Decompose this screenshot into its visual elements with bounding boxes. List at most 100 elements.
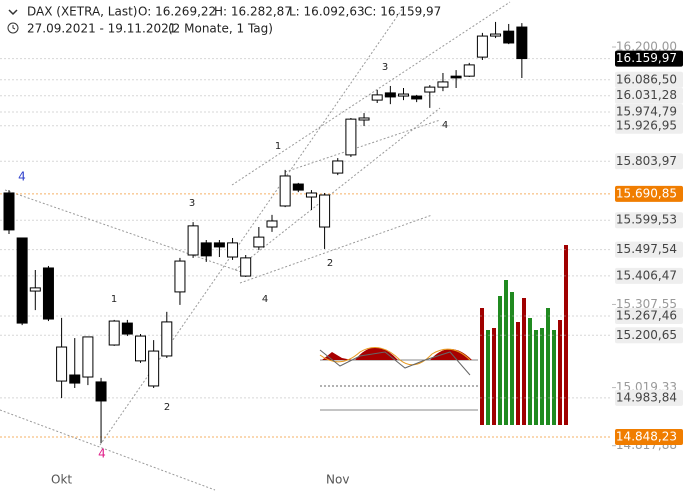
candle-body xyxy=(3,192,15,231)
candle-body xyxy=(266,220,278,228)
wave-label: 2 xyxy=(164,402,170,413)
candle-body xyxy=(398,93,409,97)
price-label: 15.406,47 xyxy=(616,268,677,282)
candle-body xyxy=(42,267,54,320)
hist-bar xyxy=(528,318,532,425)
price-label: 15.690,85 xyxy=(616,186,677,200)
histogram xyxy=(480,245,568,425)
oscillator-panel xyxy=(319,340,478,425)
candle-body xyxy=(69,374,81,384)
candle-body xyxy=(82,336,94,378)
price-box xyxy=(615,50,683,67)
wave-label: 3 xyxy=(189,198,195,209)
candle-body xyxy=(345,118,357,156)
candle-body xyxy=(213,242,225,248)
price-label: 15.267,46 xyxy=(616,309,677,323)
hist-bar xyxy=(558,320,562,425)
price-label: 15.803,97 xyxy=(616,154,677,168)
price-box xyxy=(615,327,683,344)
price-label: 14.983,84 xyxy=(616,390,677,404)
hist-bar xyxy=(492,328,496,425)
candle-body xyxy=(450,75,462,79)
price-label: 16.031,28 xyxy=(616,88,677,102)
ohlc-label: C: 16.159,97 xyxy=(364,5,441,19)
trend-line xyxy=(0,409,216,491)
price-box xyxy=(615,389,683,406)
price-label: 16.086,50 xyxy=(616,72,677,86)
y-tick-label: 16.200,00 xyxy=(616,40,677,54)
candle-body xyxy=(319,194,331,228)
wave-label: 1 xyxy=(275,141,281,152)
candle-body xyxy=(161,321,173,357)
x-tick-label: Okt xyxy=(51,473,72,487)
price-label: 15.974,79 xyxy=(616,104,677,118)
price-box xyxy=(615,71,683,88)
wave-label: 4 xyxy=(18,170,26,184)
candle-body xyxy=(463,64,475,77)
candle-body xyxy=(121,322,133,335)
hist-bar xyxy=(486,330,490,425)
price-label: 15.926,95 xyxy=(616,118,677,132)
candle-body xyxy=(371,94,383,101)
hist-bar xyxy=(552,330,556,425)
dropdown-icon[interactable] xyxy=(8,9,18,16)
candle-body xyxy=(490,33,502,37)
wave-label: 1 xyxy=(111,294,117,305)
candle-body xyxy=(253,236,265,248)
wave-label: 2 xyxy=(327,258,333,269)
clock-hand xyxy=(12,25,16,30)
candle-body xyxy=(227,242,239,258)
hist-bar xyxy=(546,308,550,425)
candle-body xyxy=(411,95,423,100)
candle-body xyxy=(305,192,317,198)
candle-body xyxy=(148,350,160,387)
hist-bar xyxy=(498,296,502,425)
candle-body xyxy=(200,242,212,257)
trend-line xyxy=(284,119,441,173)
header: DAX (XETRA, Last) O: 16.269,22 H: 16.282… xyxy=(7,5,441,36)
candle-body xyxy=(135,335,146,362)
trend-line xyxy=(4,189,251,276)
candle-body xyxy=(187,225,199,256)
wave-label: 4 xyxy=(98,447,106,461)
price-box xyxy=(615,185,683,202)
wave-label: 4 xyxy=(262,294,268,305)
candle-body xyxy=(503,30,515,44)
ohlc-label: O: 16.269,22 xyxy=(138,5,216,19)
candle-body xyxy=(108,320,120,346)
x-tick-label: Nov xyxy=(326,473,349,487)
wave-label: 3 xyxy=(382,62,388,73)
price-label: 15.497,54 xyxy=(616,242,677,256)
candle-body xyxy=(29,287,41,292)
date-range: 27.09.2021 - 19.11.2021 xyxy=(27,22,176,36)
price-label: 16.159,97 xyxy=(616,51,677,65)
price-box xyxy=(615,117,683,134)
price-label: 14.848,23 xyxy=(616,429,677,443)
y-tick-label: 15.307,55 xyxy=(616,297,677,311)
candle-body xyxy=(332,160,344,174)
trend-line xyxy=(231,1,511,186)
hist-bar xyxy=(516,322,520,425)
chart-title: DAX (XETRA, Last) xyxy=(27,5,137,19)
price-box xyxy=(615,87,683,104)
oscillator-line xyxy=(319,349,471,376)
clock-icon xyxy=(7,22,19,34)
price-box xyxy=(615,267,683,284)
oscillator-signal xyxy=(319,347,471,366)
candle-body xyxy=(174,260,186,293)
candle-body xyxy=(240,257,252,277)
hist-bar xyxy=(522,298,526,425)
hist-bar xyxy=(510,292,514,425)
candle-body xyxy=(476,35,488,58)
candle-body xyxy=(358,117,370,121)
price-label: 15.599,53 xyxy=(616,213,677,227)
candle-body xyxy=(16,237,28,324)
candle-body xyxy=(516,26,528,60)
hist-bar xyxy=(504,280,508,425)
hist-bar xyxy=(480,308,484,425)
hist-bar xyxy=(534,330,538,425)
candle-body xyxy=(279,175,291,207)
price-box xyxy=(615,308,683,325)
price-box xyxy=(615,212,683,229)
